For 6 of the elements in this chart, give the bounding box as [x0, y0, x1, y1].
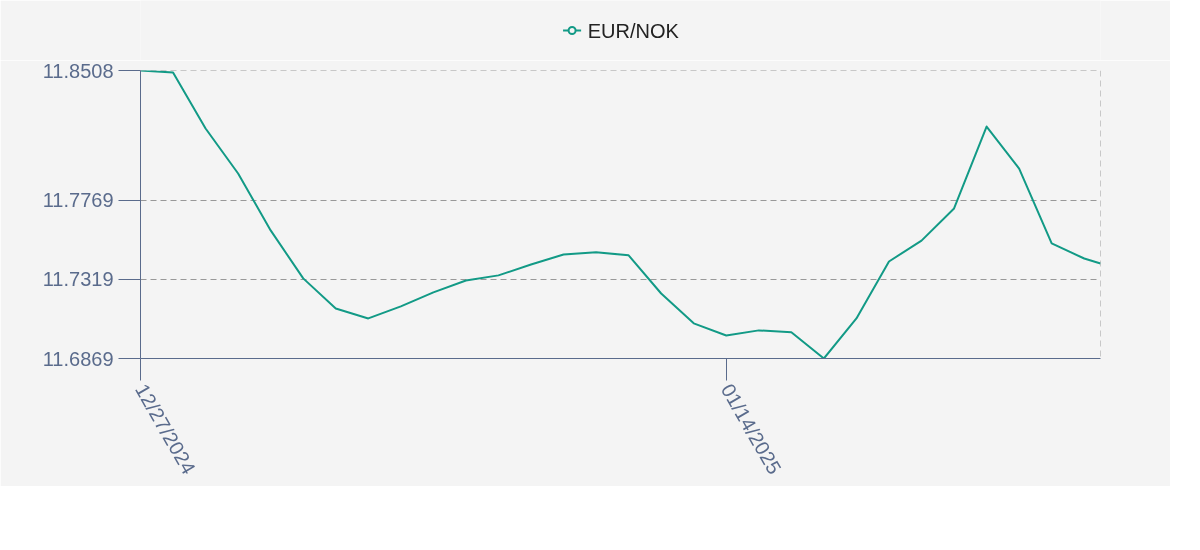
legend-label: EUR/NOK: [587, 19, 680, 42]
y-tick-label: 11.8508: [42, 59, 114, 82]
y-tick-label: 11.6869: [42, 347, 114, 370]
y-tick-label: 11.7319: [42, 268, 114, 291]
y-tick-label: 11.7769: [42, 189, 114, 212]
line-series: [140, 70, 1101, 359]
